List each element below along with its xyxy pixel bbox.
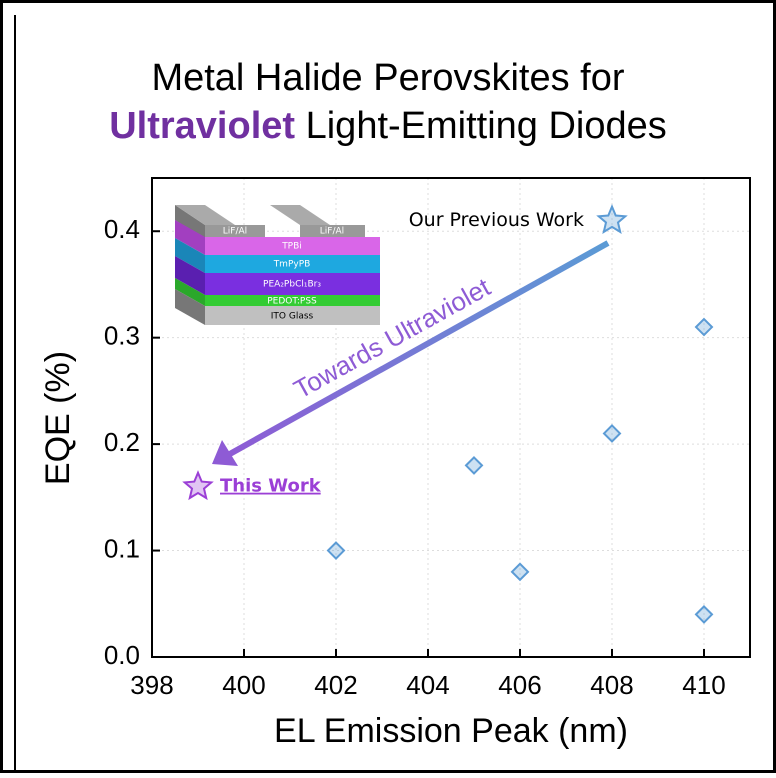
- star-point: [596, 203, 628, 234]
- x-tick-label: 398: [130, 670, 173, 700]
- diamond-point: [694, 317, 714, 337]
- layer-label: LiF/Al: [320, 227, 344, 237]
- star-point: [182, 470, 214, 501]
- diamond-point: [694, 605, 714, 624]
- diamond-point: [602, 424, 622, 443]
- layer-label: LiF/Al: [223, 227, 247, 237]
- x-tick-label: 410: [682, 670, 725, 700]
- arrow: [226, 240, 610, 458]
- title-highlight: Ultraviolet: [109, 105, 295, 147]
- layer-label: ITO Glass: [271, 312, 314, 322]
- point-label: Our Previous Work: [409, 209, 584, 231]
- x-axis-label: EL Emission Peak (nm): [274, 712, 628, 750]
- x-tick-label: 400: [222, 670, 265, 700]
- y-axis-label: EQE (%): [39, 351, 77, 485]
- diamond-point: [326, 541, 346, 560]
- x-tick-label: 402: [314, 670, 357, 700]
- layer-label: PEA₂PbCl₁Br₃: [263, 280, 321, 290]
- x-tick-label: 404: [406, 670, 449, 700]
- point-label: This Work: [220, 476, 322, 497]
- layer-label: TPBi: [281, 242, 302, 252]
- chart-title: Metal Halide Perovskites for: [151, 57, 624, 99]
- layer-label: PEDOT:PSS: [267, 297, 317, 307]
- arrowhead: [212, 440, 238, 466]
- device-inset: LiF/Al LiF/Al TPBi TmPyPB PEA₂PbCl₁Br₃ P…: [175, 205, 380, 325]
- plot-frame: [151, 177, 751, 658]
- y-tick-label: 0.1: [104, 533, 140, 563]
- diamond-point: [510, 562, 530, 582]
- layer-label: TmPyPB: [273, 260, 311, 270]
- y-tick-label: 0.3: [104, 321, 140, 351]
- chart-title-2: Ultraviolet Light-Emitting Diodes: [109, 105, 667, 147]
- x-tick-label: 406: [498, 670, 541, 700]
- y-tick-label: 0.0: [104, 640, 140, 670]
- y-tick-label: 0.2: [104, 427, 140, 457]
- marks: Our Previous Work This Work: [182, 203, 714, 624]
- title-rest: Light-Emitting Diodes: [306, 105, 667, 147]
- y-tick-label: 0.4: [104, 214, 140, 244]
- diamond-point: [464, 455, 484, 475]
- x-tick-label: 408: [590, 670, 633, 700]
